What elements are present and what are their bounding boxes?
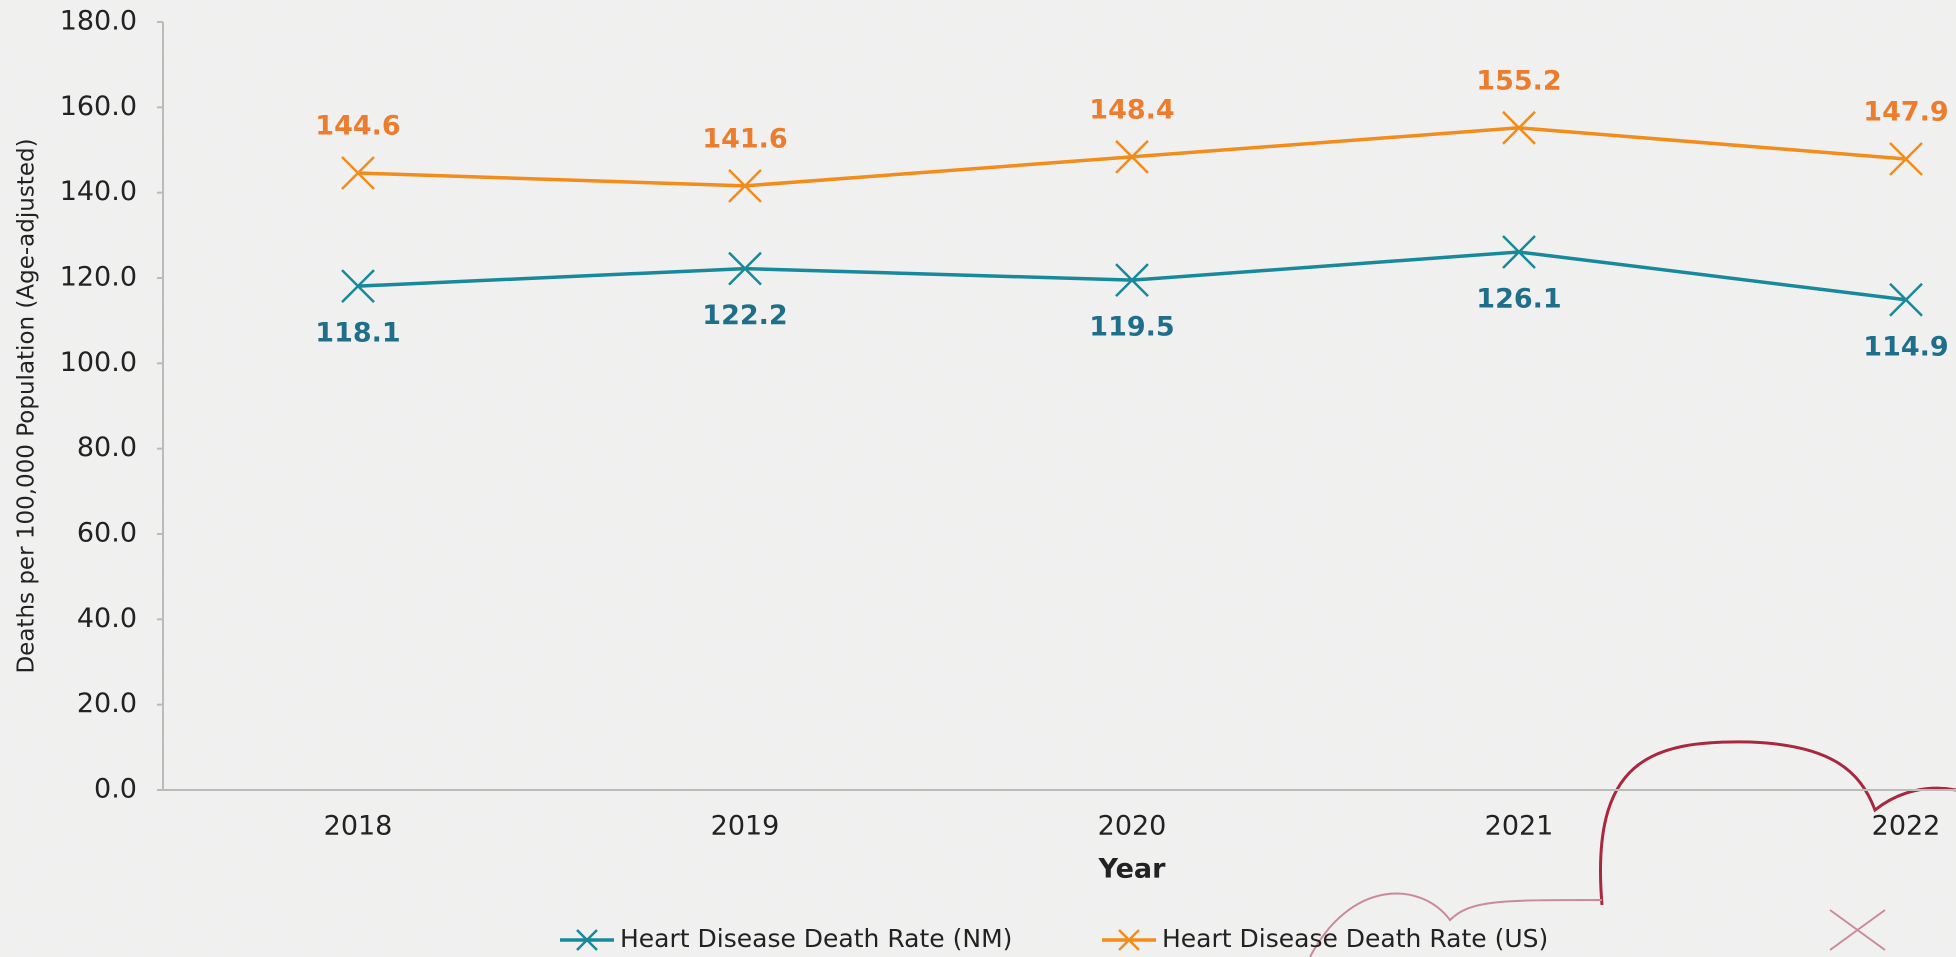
decoration bbox=[1309, 892, 1603, 957]
marker bbox=[576, 929, 598, 951]
x-tick-label: 2021 bbox=[1485, 811, 1554, 842]
marker bbox=[1115, 139, 1149, 174]
y-tick-label: 0.0 bbox=[94, 774, 137, 805]
data-label: 126.1 bbox=[1476, 283, 1561, 314]
y-tick-label: 100.0 bbox=[60, 347, 137, 378]
x-axis-title: Year bbox=[1098, 854, 1167, 885]
marker bbox=[1889, 142, 1923, 176]
marker bbox=[728, 251, 762, 286]
marker bbox=[1502, 235, 1536, 269]
y-tick-label: 80.0 bbox=[77, 432, 137, 463]
y-tick-label: 40.0 bbox=[77, 603, 137, 634]
data-label: 118.1 bbox=[315, 318, 400, 349]
y-tick-label: 60.0 bbox=[77, 518, 137, 549]
data-label: 122.2 bbox=[702, 300, 787, 331]
marker bbox=[728, 168, 762, 203]
data-label: 155.2 bbox=[1476, 65, 1561, 96]
y-tick-label: 120.0 bbox=[60, 262, 137, 293]
y-tick-label: 180.0 bbox=[60, 6, 137, 37]
legend-label: Heart Disease Death Rate (US) bbox=[1162, 924, 1548, 953]
legend-label: Heart Disease Death Rate (NM) bbox=[620, 924, 1012, 953]
marker bbox=[1115, 263, 1149, 298]
y-tick-label: 20.0 bbox=[77, 688, 137, 719]
data-label: 144.6 bbox=[315, 111, 400, 142]
x-tick-label: 2019 bbox=[711, 811, 780, 842]
x-tick-label: 2020 bbox=[1098, 811, 1167, 842]
marker bbox=[1502, 110, 1536, 145]
data-label: 147.9 bbox=[1863, 96, 1948, 127]
data-label: 148.4 bbox=[1089, 94, 1174, 125]
data-label: 119.5 bbox=[1089, 312, 1174, 343]
data-label: 114.9 bbox=[1863, 331, 1948, 362]
marker bbox=[341, 156, 375, 190]
x-tick-label: 2018 bbox=[324, 811, 393, 842]
data-label: 141.6 bbox=[702, 123, 787, 154]
y-tick-label: 140.0 bbox=[60, 176, 137, 207]
marker bbox=[341, 269, 375, 303]
decoration bbox=[1829, 909, 1886, 951]
marker bbox=[1118, 929, 1140, 951]
marker bbox=[1889, 282, 1923, 317]
y-axis-title: Deaths per 100,000 Population (Age-adjus… bbox=[14, 138, 40, 673]
y-tick-label: 160.0 bbox=[60, 91, 137, 122]
decoration bbox=[1599, 740, 1956, 906]
x-tick-label: 2022 bbox=[1872, 811, 1941, 842]
